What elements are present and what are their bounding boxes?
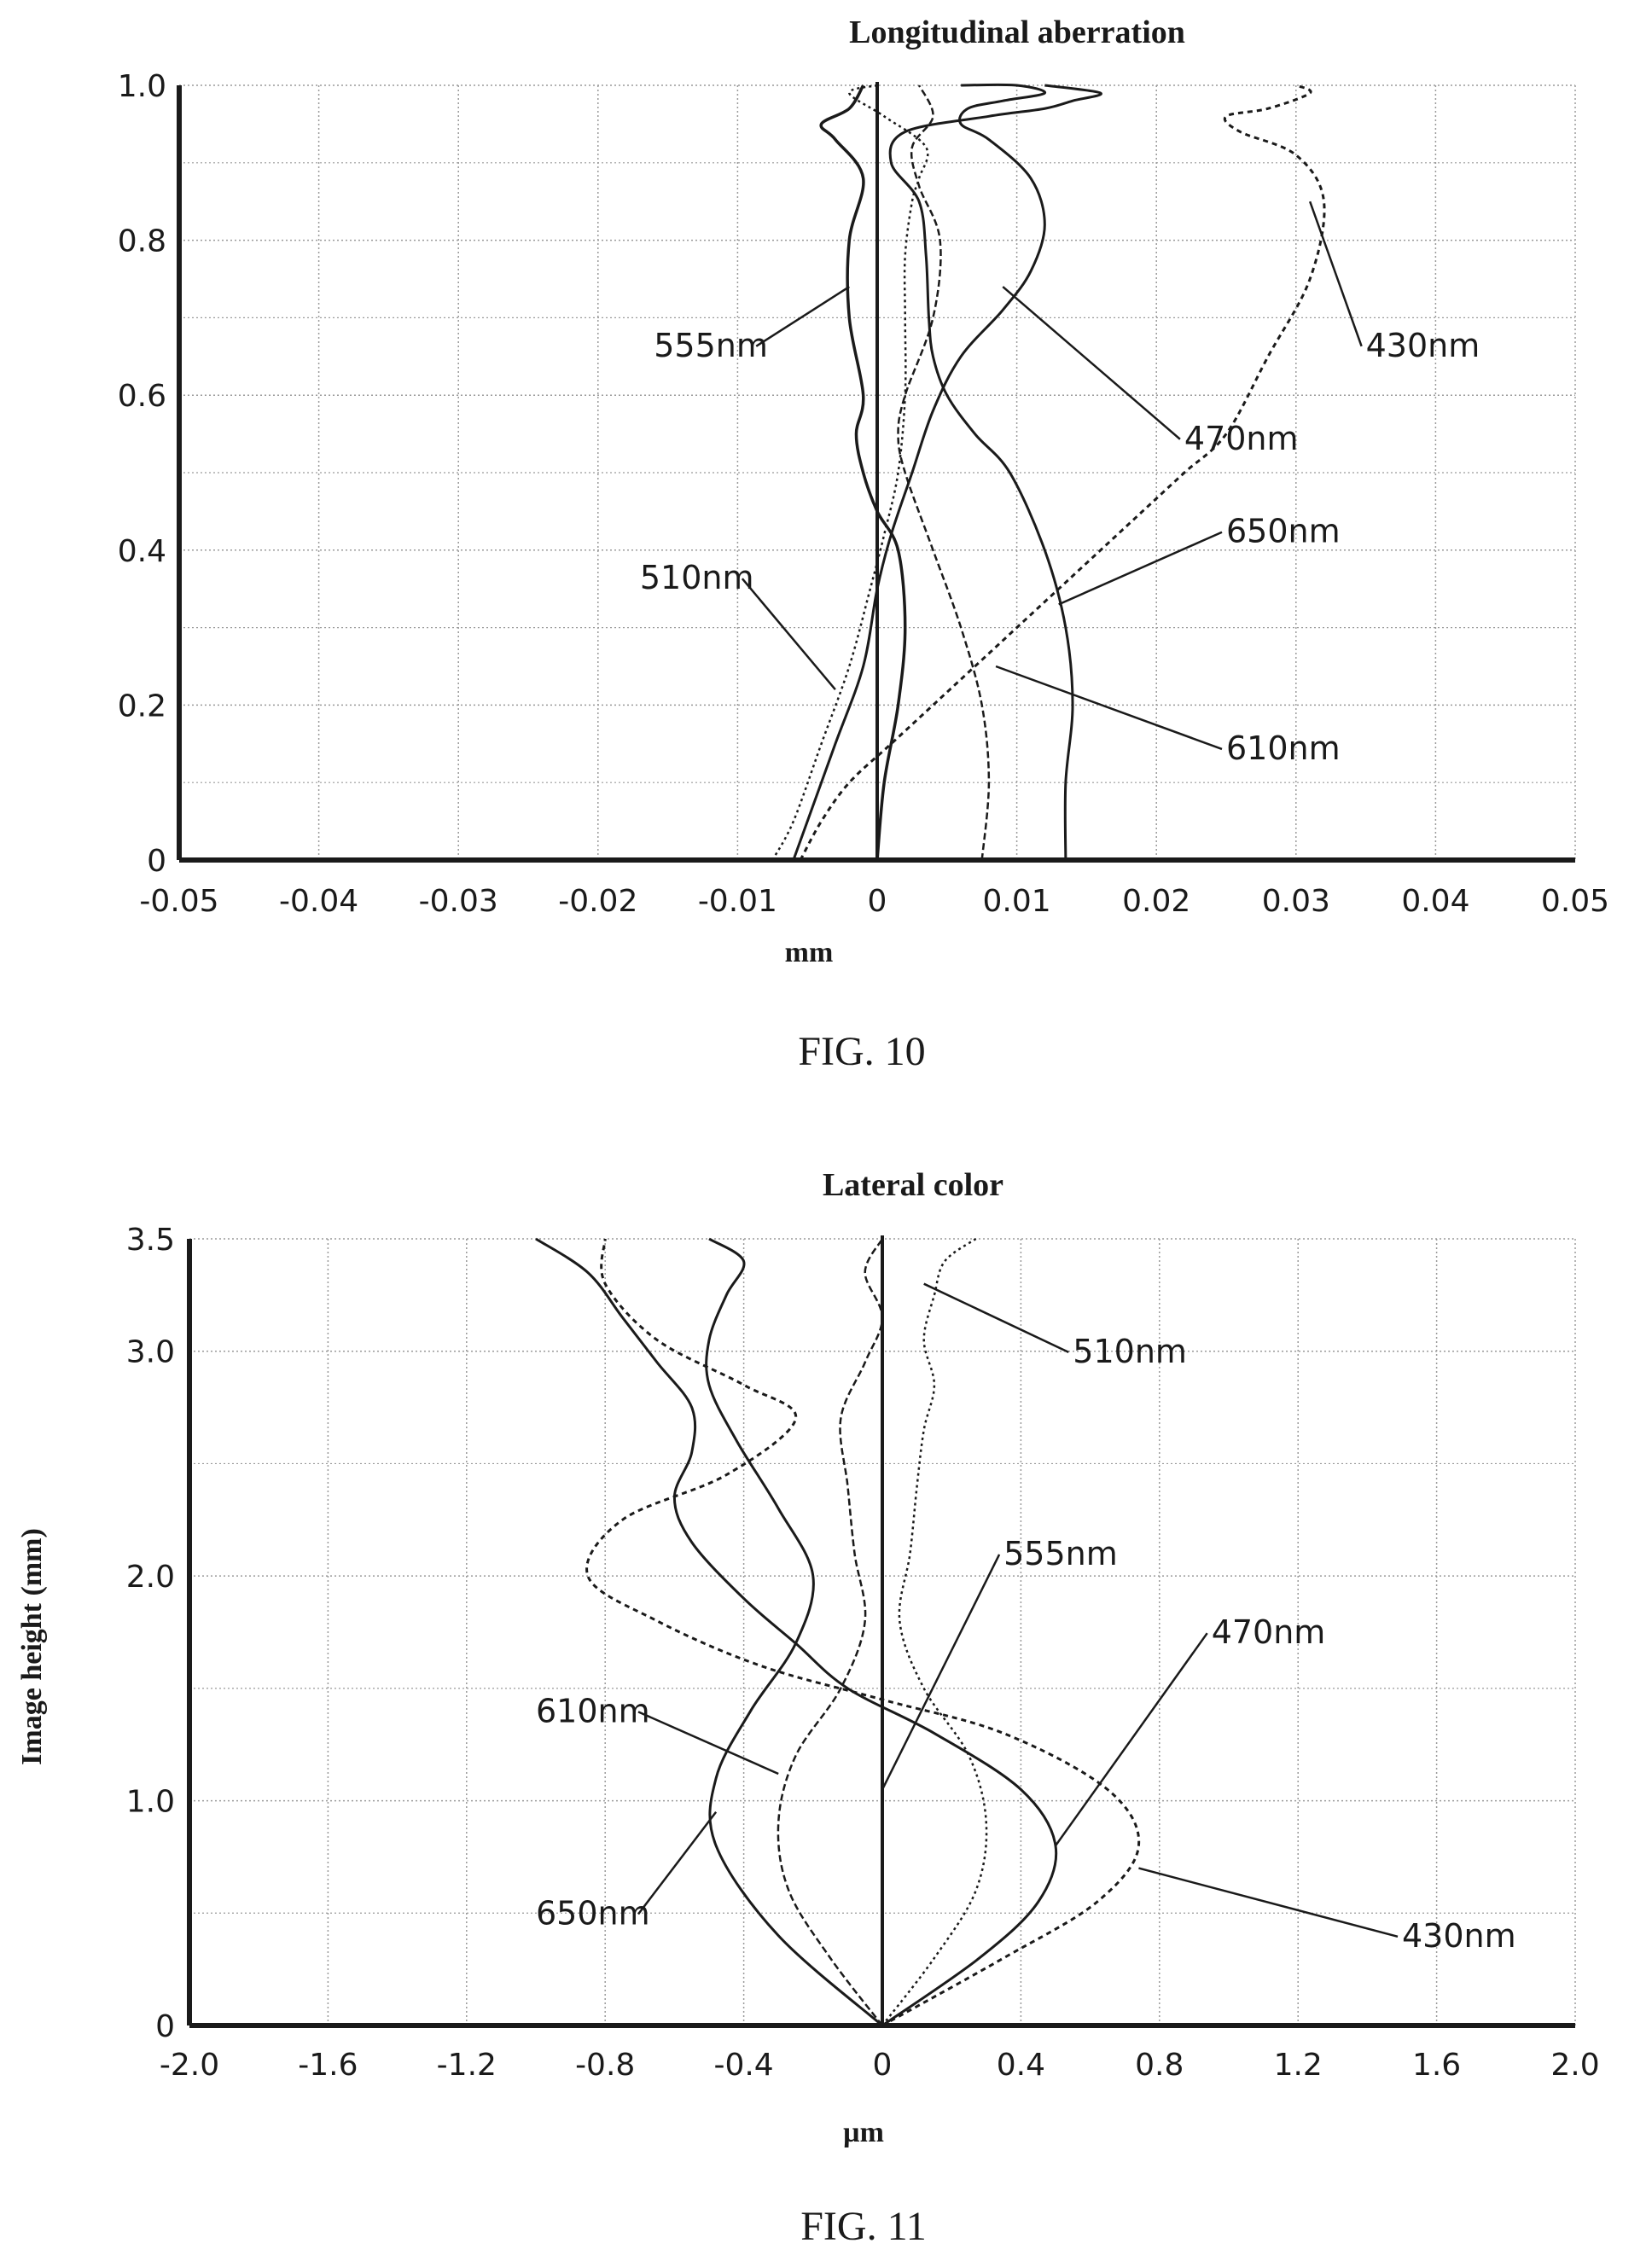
figure-caption: FIG. 11: [800, 2204, 927, 2249]
x-tick-labels: -2.0 -1.6 -1.2 -0.8 -0.4 0 0.4 0.8 1.2 1.6 2.0: [160, 2048, 1600, 2083]
annotation-label: 510nm: [640, 559, 754, 596]
annotation-leader-line: [755, 286, 850, 347]
x-tick-label: 0: [868, 884, 887, 919]
annotation-leader-line: [995, 665, 1223, 751]
y-tick-labels: 0 0.2 0.4 0.6 0.8 1.0: [118, 69, 166, 879]
x-tick-label: 0.05: [1541, 884, 1609, 919]
series-line-470nm: [535, 1237, 1058, 2027]
annotation-leader-line: [1308, 201, 1363, 347]
x-tick-label: -2.0: [160, 2048, 219, 2083]
annotation-leader-line: [923, 1282, 1069, 1354]
y-tick-label: 0.2: [118, 689, 166, 724]
chart-title: Longitudinal aberration: [849, 15, 1185, 50]
annotation-leader-line: [1138, 1867, 1399, 1938]
y-tick-label: 2.0: [126, 1560, 175, 1595]
annotation-leader-line: [741, 578, 836, 691]
annotation-label: 610nm: [536, 1692, 650, 1729]
x-tick-label: 0: [873, 2048, 893, 2083]
y-tick-label: 3.5: [126, 1223, 175, 1258]
y-tick-label: 0: [155, 2009, 175, 2044]
series-line-650nm: [888, 84, 1102, 861]
x-tick-label: -0.03: [419, 884, 498, 919]
y-tick-labels: 0 1.0 2.0 3.0 3.5: [126, 1223, 175, 2044]
x-axis-label: mm: [785, 937, 834, 968]
x-tick-label: 0.04: [1401, 884, 1469, 919]
x-tick-label: -1.2: [437, 2048, 497, 2083]
series-line-470nm: [792, 83, 1046, 861]
x-axis-label: µm: [843, 2117, 884, 2148]
x-tick-label: -1.6: [298, 2048, 358, 2083]
grid-lines: [177, 82, 1576, 863]
annotations: 510nm 555nm 470nm 610nm 650nm 430nm: [536, 1282, 1516, 1955]
x-tick-label: -0.8: [575, 2048, 635, 2083]
y-tick-label: 0: [147, 844, 166, 879]
annotation-leader-line: [637, 1810, 718, 1915]
y-tick-label: 3.0: [126, 1335, 175, 1370]
x-tick-labels: -0.05 -0.04 -0.03 -0.02 -0.01 0 0.01 0.02 0.03 0.…: [139, 884, 1609, 919]
annotations: 430nm 470nm 555nm 650nm 510nm 610nm: [640, 201, 1480, 767]
x-tick-label: 0.02: [1122, 884, 1190, 919]
x-tick-label: 0.03: [1262, 884, 1330, 919]
annotation-label: 510nm: [1073, 1333, 1187, 1370]
chart-title: Lateral color: [823, 1167, 1003, 1203]
annotation-label: 555nm: [1003, 1535, 1118, 1572]
series-line-510nm: [771, 84, 929, 861]
annotation-leader-line: [1054, 1632, 1208, 1846]
y-tick-label: 0.6: [118, 379, 166, 414]
x-tick-label: -0.05: [139, 884, 218, 919]
x-tick-label: 1.6: [1412, 2048, 1461, 2083]
x-tick-label: 0.8: [1135, 2048, 1184, 2083]
annotation-label: 555nm: [654, 327, 768, 364]
annotation-label: 430nm: [1366, 327, 1480, 364]
figure-caption: FIG. 10: [798, 1029, 925, 1074]
series-line-610nm: [897, 84, 991, 861]
annotation-label: 650nm: [1226, 513, 1341, 550]
series-line-430nm: [799, 84, 1326, 861]
x-tick-label: 2.0: [1550, 2048, 1599, 2083]
y-tick-label: 1.0: [118, 69, 166, 104]
series-line-610nm: [777, 1238, 884, 2026]
y-tick-label: 1.0: [126, 1785, 175, 1820]
series-line-650nm: [705, 1237, 883, 2027]
series-lines: [535, 1237, 1141, 2027]
longitudinal-aberration-chart: Longitudinal aberration -0.05 -0.04 -0.03-…: [118, 15, 1609, 1074]
annotation-leader-line: [1002, 286, 1181, 440]
annotation-leader-line: [637, 1711, 779, 1776]
lateral-color-chart: Lateral color -2.0 -1.6 -1.2 -0.8 -0.4 0 0.4 0.…: [16, 1167, 1600, 2249]
y-tick-label: 0.4: [118, 534, 166, 569]
x-tick-label: -0.04: [279, 884, 358, 919]
x-tick-label: -0.02: [558, 884, 637, 919]
x-tick-label: -0.01: [698, 884, 777, 919]
annotation-leader-line: [1058, 531, 1223, 606]
annotation-leader-line: [881, 1554, 1001, 1790]
x-tick-label: 0.4: [997, 2048, 1045, 2083]
series-lines: [771, 83, 1326, 861]
annotation-label: 430nm: [1402, 1917, 1516, 1955]
series-line-555nm: [819, 84, 907, 861]
series-line-510nm: [881, 1237, 988, 2026]
x-tick-label: 0.01: [983, 884, 1051, 919]
annotation-label: 610nm: [1226, 729, 1341, 767]
annotation-label: 650nm: [536, 1894, 650, 1932]
annotation-label: 470nm: [1184, 420, 1299, 457]
annotation-label: 470nm: [1212, 1613, 1326, 1651]
y-tick-label: 0.8: [118, 224, 166, 259]
y-axis-label: Image height (mm): [16, 1528, 48, 1765]
x-tick-label: 1.2: [1274, 2048, 1323, 2083]
x-tick-label: -0.4: [713, 2048, 773, 2083]
